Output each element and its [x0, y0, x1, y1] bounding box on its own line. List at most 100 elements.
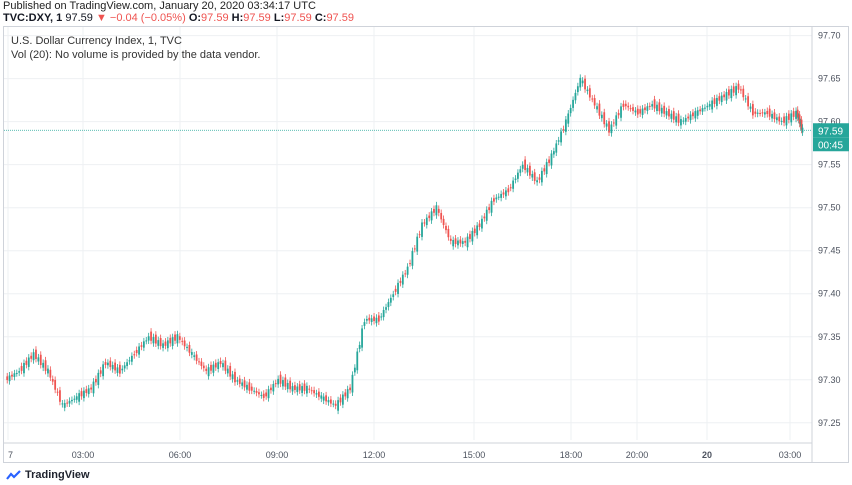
low-label: L:	[273, 12, 285, 24]
candle-body	[174, 334, 176, 341]
candle-body	[270, 387, 272, 391]
candle-body	[538, 177, 541, 180]
candle-body	[428, 215, 431, 219]
candle-body	[680, 119, 682, 126]
candle-body	[502, 192, 505, 195]
candle-body	[114, 362, 116, 371]
candle-body	[469, 234, 471, 239]
candle-body	[49, 369, 52, 378]
candle-body	[732, 86, 735, 93]
candle-body	[430, 211, 433, 221]
candle-body	[23, 362, 25, 374]
candle-body	[754, 111, 757, 114]
candle-body	[250, 386, 253, 391]
candle-body	[780, 120, 783, 122]
candle-body	[313, 390, 316, 394]
candle-body	[80, 391, 83, 397]
candle-body	[663, 105, 666, 114]
candle-body	[373, 316, 375, 322]
candle-body	[42, 362, 45, 368]
candle-body	[291, 386, 294, 392]
candle-body	[47, 368, 49, 374]
candle-body	[63, 403, 66, 408]
x-tick-label: 7	[8, 450, 13, 460]
candle-body	[639, 109, 642, 114]
candle-body	[644, 107, 646, 111]
tradingview-logo[interactable]: TradingView	[6, 469, 90, 481]
candle-body	[581, 80, 584, 84]
candle-body	[344, 392, 347, 397]
candle-body	[351, 374, 354, 393]
candle-body	[284, 377, 287, 387]
candle-body	[579, 77, 582, 88]
candle-body	[512, 180, 515, 189]
candle-body	[346, 389, 349, 399]
candle-body	[176, 334, 179, 344]
candle-body	[543, 168, 546, 172]
candle-body	[796, 109, 799, 118]
candle-body	[246, 384, 248, 390]
candle-body	[87, 388, 90, 395]
candle-body	[377, 315, 380, 322]
published-note: Published on TradingView.com, January 20…	[3, 0, 316, 12]
candle-body	[787, 113, 790, 120]
candle-body	[421, 222, 423, 237]
candle-body	[20, 366, 23, 371]
candle-body	[135, 349, 138, 354]
candle-body	[708, 104, 711, 107]
candle-body	[162, 343, 164, 348]
candle-body	[689, 114, 692, 121]
candle-body	[718, 96, 721, 101]
candle-body	[425, 217, 428, 226]
candle-body	[706, 105, 709, 108]
y-tick-label: 97.70	[818, 31, 841, 41]
candle-body	[739, 89, 742, 91]
candle-body	[476, 225, 479, 236]
candle-body	[186, 346, 188, 348]
candle-body	[783, 116, 785, 123]
candle-body	[540, 170, 543, 183]
candle-body	[493, 198, 495, 202]
candle-body	[737, 83, 740, 90]
candle-body	[440, 212, 443, 220]
candle-body	[660, 107, 663, 114]
candle-body	[481, 218, 483, 229]
chart-legend: U.S. Dollar Currency Index, 1, TVC Vol (…	[11, 34, 260, 62]
candle-body	[687, 116, 690, 119]
candle-body	[111, 364, 114, 370]
candle-body	[370, 318, 373, 322]
candle-body	[529, 165, 531, 176]
candle-body	[30, 355, 33, 359]
candle-body	[629, 108, 632, 110]
candle-body	[598, 103, 601, 116]
candle-body	[457, 240, 459, 246]
candle-body	[711, 100, 714, 110]
candle-body	[526, 167, 529, 173]
candle-body	[375, 317, 378, 324]
low-value: 97.59	[284, 12, 312, 24]
candle-body	[564, 119, 567, 132]
candle-body	[222, 363, 224, 368]
candle-body	[83, 390, 85, 399]
candle-body	[349, 387, 351, 391]
candle-body	[51, 378, 54, 382]
candle-body	[437, 208, 440, 213]
y-tick-label: 97.35	[818, 332, 841, 342]
candle-body	[13, 373, 16, 377]
candle-body	[603, 112, 606, 125]
candle-body	[123, 365, 126, 369]
candle-body	[435, 205, 438, 216]
candle-body	[267, 389, 270, 399]
candle-body	[97, 372, 100, 385]
candle-body	[452, 240, 455, 247]
candle-body	[238, 378, 241, 384]
candle-body	[142, 341, 145, 348]
candle-body	[799, 122, 802, 127]
candle-body	[85, 389, 88, 393]
candle-body	[672, 111, 675, 120]
candle-body	[332, 403, 335, 405]
candle-body	[797, 116, 800, 120]
candle-body	[646, 106, 649, 111]
candle-body	[766, 110, 769, 115]
